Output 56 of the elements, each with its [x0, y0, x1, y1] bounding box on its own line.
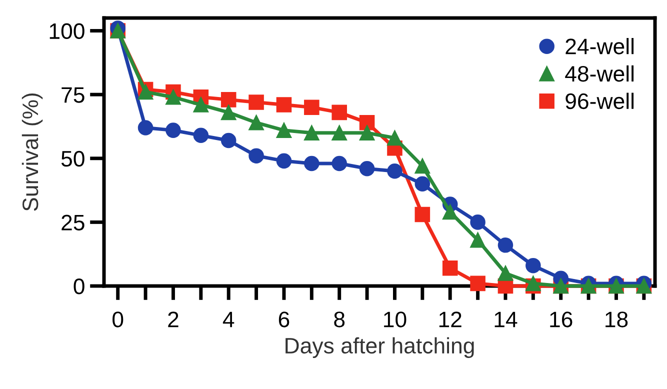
x-axis-title: Days after hatching — [286, 337, 474, 358]
x-tick-label: 14 — [494, 312, 518, 328]
point — [498, 238, 514, 253]
point — [526, 258, 541, 274]
point — [248, 115, 264, 130]
point — [276, 153, 292, 169]
x-tick-label: 2 — [168, 312, 178, 328]
point — [248, 94, 264, 110]
point — [166, 89, 181, 105]
point — [220, 104, 236, 120]
y-tick-label: 75 — [62, 87, 84, 103]
x-tick-label: 8 — [334, 312, 345, 328]
y-tick-label: 0 — [74, 278, 84, 294]
point — [470, 214, 486, 230]
point — [414, 158, 430, 174]
point — [332, 156, 347, 172]
point — [470, 232, 486, 248]
point — [414, 206, 430, 222]
point — [304, 156, 320, 172]
point — [332, 125, 347, 140]
legend-label: 96-well — [566, 92, 634, 110]
point — [220, 132, 236, 148]
point — [304, 100, 320, 115]
point — [359, 160, 375, 176]
legend-label: 24-well — [566, 38, 634, 54]
point — [220, 92, 236, 108]
x-tick-label: 6 — [278, 312, 290, 328]
y-tick-label: 100 — [50, 23, 84, 40]
legend-label: 48-well — [565, 65, 634, 82]
y-axis-title: Survival (%) — [22, 93, 43, 211]
x-tick-label: 18 — [606, 312, 628, 328]
point — [359, 125, 375, 140]
point — [193, 97, 209, 112]
point — [276, 97, 292, 112]
point — [193, 128, 209, 144]
point — [498, 266, 514, 281]
y-tick-label: 50 — [61, 150, 84, 167]
x-tick-label: 12 — [439, 312, 462, 328]
point — [442, 204, 458, 220]
point — [304, 125, 320, 140]
x-tick-label: 4 — [222, 312, 234, 328]
x-tick-label: 10 — [384, 312, 406, 328]
x-tick-label: 0 — [112, 312, 124, 328]
point — [387, 130, 402, 146]
point — [359, 115, 375, 130]
point — [470, 276, 486, 292]
point — [387, 164, 402, 179]
point — [442, 260, 458, 276]
point — [414, 176, 430, 192]
point — [332, 104, 347, 120]
x-tick-label: 16 — [550, 312, 572, 328]
point — [248, 148, 264, 164]
point — [138, 120, 154, 136]
point — [166, 122, 181, 138]
y-tick-label: 25 — [62, 214, 84, 230]
point — [276, 122, 292, 138]
